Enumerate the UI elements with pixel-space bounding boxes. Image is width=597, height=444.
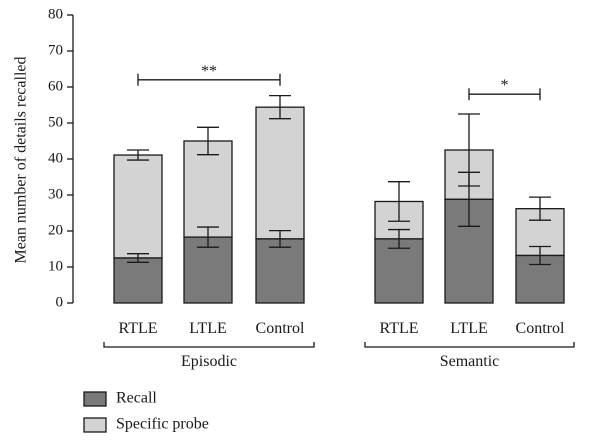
group-bracket — [103, 342, 315, 348]
y-tick-label: 80 — [48, 6, 63, 22]
bar-recall — [374, 238, 424, 304]
error-bar-total — [197, 126, 219, 156]
y-tick-label: 20 — [48, 222, 63, 238]
legend-swatch — [83, 391, 107, 407]
error-bar-recall — [127, 253, 149, 263]
error-bar-recall — [529, 245, 551, 266]
error-bar-recall — [388, 228, 410, 249]
y-tick-label: 40 — [48, 150, 63, 166]
error-bar-total — [529, 196, 551, 221]
error-bar-total — [269, 94, 291, 120]
bar-specific-probe — [113, 154, 163, 259]
plot-area: 0 10 20 30 40 50 60 70 80 RTLE LTLE Control RTLE LTLE… — [48, 6, 575, 370]
significance-label: ** — [201, 63, 217, 80]
bar-specific-probe — [183, 140, 233, 238]
x-category-label: Control — [256, 320, 305, 337]
y-tick-label: 50 — [48, 114, 63, 130]
legend-label: Specific probe — [116, 416, 209, 433]
y-tick-label: 60 — [48, 78, 63, 94]
legend-swatch — [83, 417, 107, 433]
x-category-label: Control — [516, 320, 565, 337]
y-axis-label-group: Mean number of details recalled — [13, 56, 30, 263]
bar-recall — [183, 236, 233, 304]
error-bar-recall — [269, 229, 291, 248]
x-category-label: RTLE — [118, 320, 157, 337]
bar-recall — [113, 257, 163, 304]
bar-specific-probe — [255, 106, 305, 240]
y-tick-label: 30 — [48, 186, 63, 202]
significance-bracket — [468, 88, 541, 101]
error-bar-total — [388, 181, 410, 222]
bar-recall — [255, 238, 305, 304]
error-bar-total — [127, 149, 149, 161]
legend-label: Recall — [116, 390, 157, 407]
group-label: Episodic — [181, 353, 237, 370]
y-axis-label: Mean number of details recalled — [13, 56, 30, 263]
significance-bracket — [137, 73, 281, 86]
group-label: Semantic — [440, 353, 500, 370]
x-category-label: LTLE — [189, 320, 227, 337]
x-category-label: LTLE — [450, 320, 488, 337]
significance-label: * — [501, 77, 509, 94]
y-tick-label: 0 — [56, 294, 64, 310]
legend: Recall Specific probe — [83, 390, 209, 433]
error-bar-recall — [197, 226, 219, 248]
y-tick-label: 10 — [48, 258, 63, 274]
y-tick-label: 70 — [48, 42, 63, 58]
x-category-label: RTLE — [379, 320, 418, 337]
error-bar-total — [458, 113, 480, 187]
group-bracket — [364, 342, 575, 348]
